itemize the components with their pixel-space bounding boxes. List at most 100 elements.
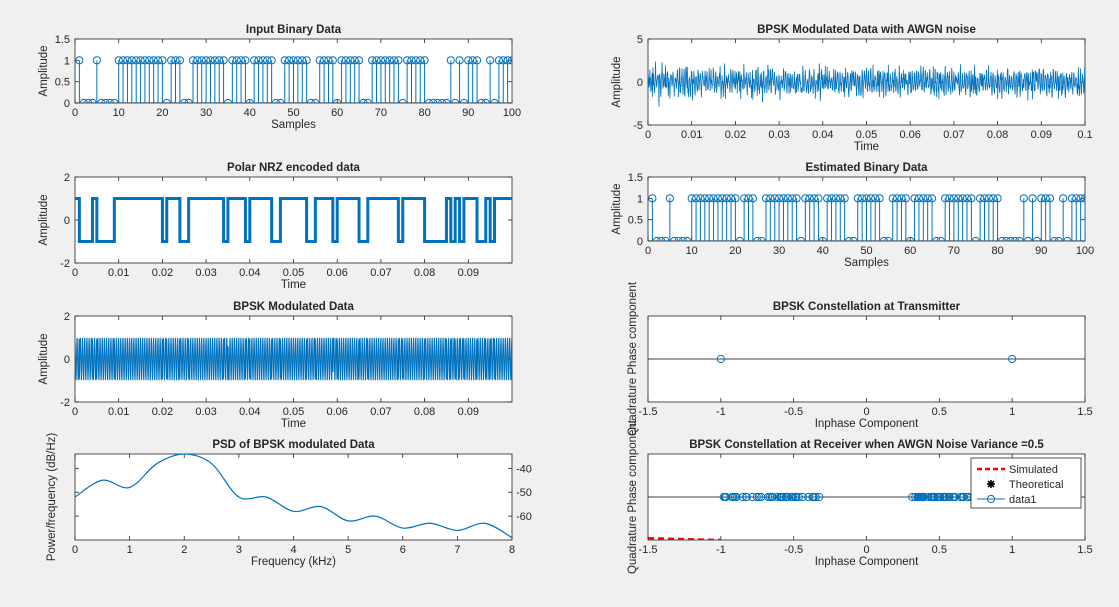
y-tick-label: 1.5 <box>55 34 70 46</box>
x-tick-label: 1 <box>127 544 133 556</box>
stem-marker <box>648 194 657 203</box>
y-tick-label: 2 <box>64 172 70 184</box>
stem-marker <box>1024 236 1033 241</box>
stem-marker <box>796 236 806 241</box>
received-point <box>956 492 965 502</box>
stem-marker <box>429 98 438 103</box>
stem-marker <box>333 98 342 103</box>
x-tick-label: 0.09 <box>458 406 479 418</box>
stem-marker <box>1006 236 1015 241</box>
stem-marker <box>368 56 377 65</box>
y-tick-label: 1 <box>637 193 643 205</box>
stem-marker <box>228 56 237 65</box>
stem-marker <box>766 194 775 203</box>
psd-series <box>75 454 512 539</box>
x-tick-label: 0.02 <box>152 267 173 279</box>
stem-marker <box>923 194 932 203</box>
received-point <box>767 492 777 502</box>
stem-marker <box>657 236 666 241</box>
stem-marker <box>350 56 359 65</box>
stem-marker <box>892 194 902 203</box>
stem-marker <box>433 98 442 103</box>
stem-marker <box>389 56 399 65</box>
legend-theoretical-label: Theoretical <box>1009 479 1063 491</box>
stem-marker <box>809 194 819 203</box>
stem-marker <box>88 98 97 103</box>
stem-marker <box>486 56 495 65</box>
x-tick-label: 50 <box>287 107 299 119</box>
received-point <box>930 492 939 502</box>
x-axis-label: Time <box>854 141 879 153</box>
stem-marker <box>801 194 810 203</box>
received-point <box>764 492 773 502</box>
stem-marker <box>455 56 464 65</box>
stem-marker <box>232 56 241 65</box>
received-point <box>752 492 761 502</box>
stem-marker <box>897 194 906 203</box>
x-axis-label: Inphase Component <box>815 556 919 568</box>
x-tick-label: 0.08 <box>987 129 1008 141</box>
stem-marker <box>1050 236 1059 241</box>
x-tick-label: 8 <box>509 544 515 556</box>
x-tick-label: 50 <box>860 245 872 257</box>
y-axis-label: Amplitude <box>611 56 623 107</box>
stem-marker <box>149 56 158 65</box>
x-tick-label: 0 <box>645 245 651 257</box>
stem-marker <box>167 56 176 65</box>
x-tick-label: 0 <box>863 544 869 556</box>
x-tick-label: 0 <box>72 544 78 556</box>
y-tick-label: -40 <box>516 463 532 475</box>
x-tick-label: 20 <box>729 245 741 257</box>
stem-marker <box>359 98 368 103</box>
y-axis-label: Power/frequency (dB/Hz) <box>46 433 58 562</box>
stem-marker <box>818 236 827 241</box>
x-tick-label: 40 <box>244 107 256 119</box>
stem-marker <box>1010 236 1020 241</box>
stem-marker <box>411 56 420 65</box>
stem-marker <box>919 194 928 203</box>
chart-title: Estimated Binary Data <box>805 162 928 174</box>
x-tick-label: 0.01 <box>681 129 702 141</box>
x-tick-label: 0.03 <box>768 129 789 141</box>
y-tick-label: 0 <box>64 98 70 110</box>
x-tick-label: 0.07 <box>370 267 391 279</box>
series-layer <box>75 197 512 243</box>
x-tick-label: 0.06 <box>899 129 920 141</box>
stem-marker <box>267 56 276 65</box>
chart-psd: PSD of BPSK modulated Data 0 1 2 3 4 5 6 7 8 -40 -5… <box>46 433 532 568</box>
series-layer <box>75 56 512 103</box>
x-tick-label: 0.06 <box>326 267 347 279</box>
x-tick-label: 2 <box>181 544 187 556</box>
x-tick-label: 0.03 <box>195 406 216 418</box>
y-tick-label: -5 <box>633 120 643 132</box>
received-point <box>779 492 788 502</box>
chart-awgn-data: BPSK Modulated Data with AWGN noise 0 0.01… <box>611 24 1093 153</box>
stem-marker <box>437 98 447 103</box>
x-tick-label: 1.5 <box>1077 406 1092 418</box>
stem-marker <box>914 194 924 203</box>
stem-marker <box>464 56 473 65</box>
stem-marker <box>792 194 801 203</box>
stem-marker <box>696 194 705 203</box>
stem-marker <box>836 194 845 203</box>
stem-marker <box>315 56 324 65</box>
y-axis-label: Amplitude <box>611 183 623 234</box>
stem-marker <box>236 56 246 65</box>
stem-marker <box>263 56 272 65</box>
stem-marker <box>683 236 692 241</box>
stem-marker <box>306 98 316 103</box>
stem-marker <box>424 98 434 103</box>
stem-marker <box>1063 236 1072 241</box>
stem-marker <box>779 194 788 203</box>
series-layer <box>75 454 512 539</box>
stem-marker <box>381 56 390 65</box>
stem-marker <box>298 56 307 65</box>
stem-marker <box>788 194 797 203</box>
received-point <box>809 492 818 502</box>
awgn-series <box>648 61 1085 107</box>
x-tick-label: 0.05 <box>283 406 304 418</box>
received-point <box>783 492 793 502</box>
x-tick-label: 70 <box>948 245 960 257</box>
stem-marker <box>223 98 233 103</box>
received-point <box>958 492 968 502</box>
